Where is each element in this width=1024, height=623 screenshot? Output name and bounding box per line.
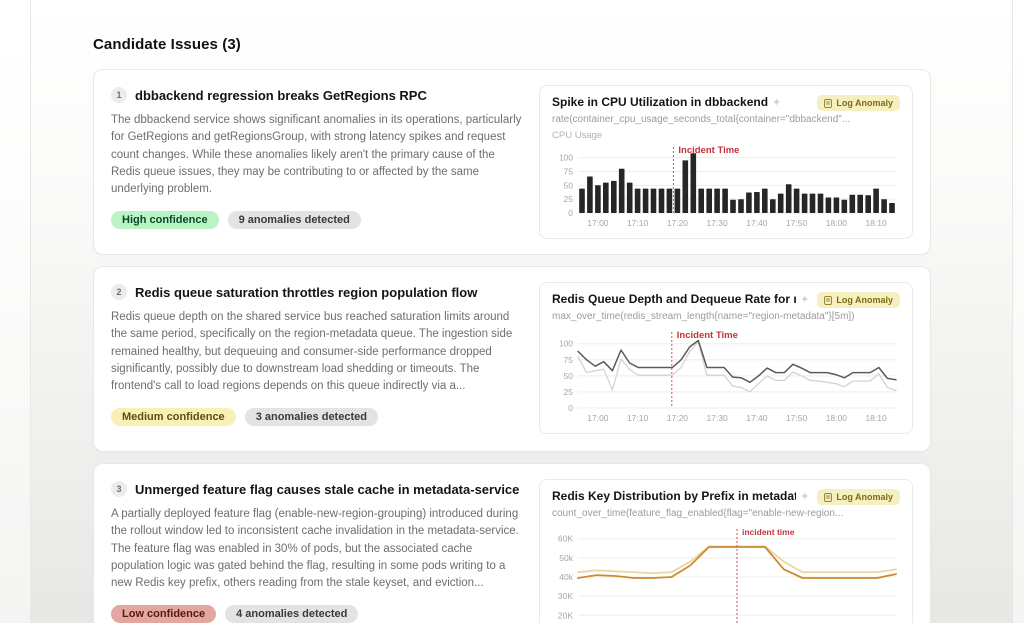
- left-margin: [0, 0, 30, 623]
- chart-query: max_over_time(redis_stream_length{name="…: [552, 311, 855, 322]
- chart-title: Redis Queue Depth and Dequeue Rate for r…: [552, 292, 797, 306]
- cpu-usage-chart: 0 25 50 75 100 17:00 17:10 17:20 17:30 17:40 17:50…: [552, 142, 900, 230]
- log-anomaly-badge[interactable]: Log Anomaly: [817, 95, 900, 111]
- document-icon: [824, 295, 833, 305]
- issue-title: dbbackend regression breaks GetRegions R…: [135, 87, 427, 103]
- svg-text:17:40: 17:40: [746, 413, 768, 423]
- issue-number-badge: 3: [111, 481, 127, 497]
- issue-card[interactable]: 3 Unmerged feature flag causes stale cac…: [93, 463, 931, 623]
- svg-text:50: 50: [564, 180, 574, 190]
- chart-panel[interactable]: Redis Key Distribution by Prefix in meta…: [539, 479, 913, 623]
- svg-text:30K: 30K: [558, 591, 573, 601]
- chart-query: rate(container_cpu_usage_seconds_total{c…: [552, 114, 851, 125]
- svg-text:17:30: 17:30: [706, 218, 728, 228]
- svg-text:18:10: 18:10: [865, 413, 887, 423]
- issue-card[interactable]: 1 dbbackend regression breaks GetRegions…: [93, 69, 931, 255]
- issue-card[interactable]: 2 Redis queue saturation throttles regio…: [93, 266, 931, 452]
- chart-panel[interactable]: Spike in CPU Utilization in dbbackend ✦ …: [539, 85, 913, 239]
- svg-text:50k: 50k: [559, 553, 573, 563]
- issue-number-badge: 2: [111, 284, 127, 300]
- issue-description: Redis queue depth on the shared service …: [111, 311, 513, 392]
- anomaly-count-badge: 4 anomalies detected: [225, 605, 359, 623]
- svg-text:incident time: incident time: [742, 527, 795, 537]
- issue-description: A partially deployed feature flag (enabl…: [111, 508, 519, 589]
- document-icon: [824, 492, 833, 502]
- chart-title: Redis Key Distribution by Prefix in meta…: [552, 489, 797, 503]
- left-edge-divider: [30, 0, 31, 623]
- svg-text:100: 100: [559, 339, 573, 349]
- chart-panel[interactable]: Redis Queue Depth and Dequeue Rate for r…: [539, 282, 913, 434]
- issue-title: Redis queue saturation throttles region …: [135, 284, 478, 300]
- log-anomaly-label: Log Anomaly: [836, 98, 893, 108]
- svg-text:40k: 40k: [559, 572, 573, 582]
- svg-text:20K: 20K: [558, 610, 573, 620]
- svg-text:Incident Time: Incident Time: [677, 330, 738, 341]
- svg-text:17:50: 17:50: [786, 218, 808, 228]
- issue-summary: 3 Unmerged feature flag causes stale cac…: [111, 479, 525, 623]
- svg-text:17:10: 17:10: [627, 218, 649, 228]
- svg-text:18:00: 18:00: [826, 218, 848, 228]
- sparkle-icon: ✦: [772, 96, 782, 109]
- svg-text:60K: 60K: [558, 534, 573, 544]
- svg-text:100: 100: [559, 153, 573, 163]
- svg-text:17:20: 17:20: [667, 413, 689, 423]
- svg-text:18:10: 18:10: [865, 218, 887, 228]
- log-anomaly-badge[interactable]: Log Anomaly: [817, 292, 900, 308]
- anomaly-count-badge: 3 anomalies detected: [244, 408, 378, 427]
- issue-summary: 1 dbbackend regression breaks GetRegions…: [111, 85, 525, 230]
- svg-text:17:50: 17:50: [786, 413, 808, 423]
- confidence-badge: Low confidence: [111, 605, 217, 623]
- chart-axis-label: CPU Usage: [552, 130, 603, 141]
- svg-text:17:00: 17:00: [587, 413, 609, 423]
- svg-text:25: 25: [564, 194, 574, 204]
- svg-text:17:20: 17:20: [667, 218, 689, 228]
- anomaly-count-badge: 9 anomalies detected: [227, 211, 361, 230]
- sparkle-icon: ✦: [800, 490, 810, 503]
- right-edge-divider: [1012, 0, 1013, 623]
- confidence-badge: High confidence: [111, 211, 219, 230]
- chart-title: Spike in CPU Utilization in dbbackend: [552, 95, 769, 109]
- svg-text:17:10: 17:10: [627, 413, 649, 423]
- svg-text:25: 25: [564, 387, 574, 397]
- issue-number-badge: 1: [111, 87, 127, 103]
- chart-query: count_over_time(feature_flag_enabled{fla…: [552, 508, 844, 519]
- issue-summary: 2 Redis queue saturation throttles regio…: [111, 282, 525, 427]
- issue-description: The dbbackend service shows significant …: [111, 114, 522, 195]
- sparkle-icon: ✦: [800, 293, 810, 306]
- svg-text:50: 50: [564, 371, 574, 381]
- candidate-issues-section: Candidate Issues (3) 1 dbbackend regress…: [93, 36, 931, 623]
- confidence-badge: Medium confidence: [111, 408, 236, 427]
- page-title: Candidate Issues (3): [93, 36, 241, 53]
- log-anomaly-label: Log Anomaly: [836, 295, 893, 305]
- svg-text:17:00: 17:00: [587, 218, 609, 228]
- queue-depth-chart: 0 25 50 75 100 17:00 17:10 17:20 17:30 17:40 17:50…: [552, 327, 900, 425]
- svg-text:17:30: 17:30: [706, 413, 728, 423]
- svg-text:18:00: 18:00: [826, 413, 848, 423]
- issue-title: Unmerged feature flag causes stale cache…: [135, 481, 520, 497]
- svg-text:Incident Time: Incident Time: [678, 145, 739, 156]
- right-margin: [1013, 0, 1024, 623]
- log-anomaly-label: Log Anomaly: [836, 492, 893, 502]
- key-distribution-chart: 20K30K40k50k60K17:0017:1017:2017:3017:40…: [552, 524, 900, 623]
- log-anomaly-badge[interactable]: Log Anomaly: [817, 489, 900, 505]
- svg-text:0: 0: [568, 403, 573, 413]
- svg-text:0: 0: [568, 208, 573, 218]
- document-icon: [824, 98, 833, 108]
- svg-text:75: 75: [564, 166, 574, 176]
- svg-text:75: 75: [564, 355, 574, 365]
- svg-text:17:40: 17:40: [746, 218, 768, 228]
